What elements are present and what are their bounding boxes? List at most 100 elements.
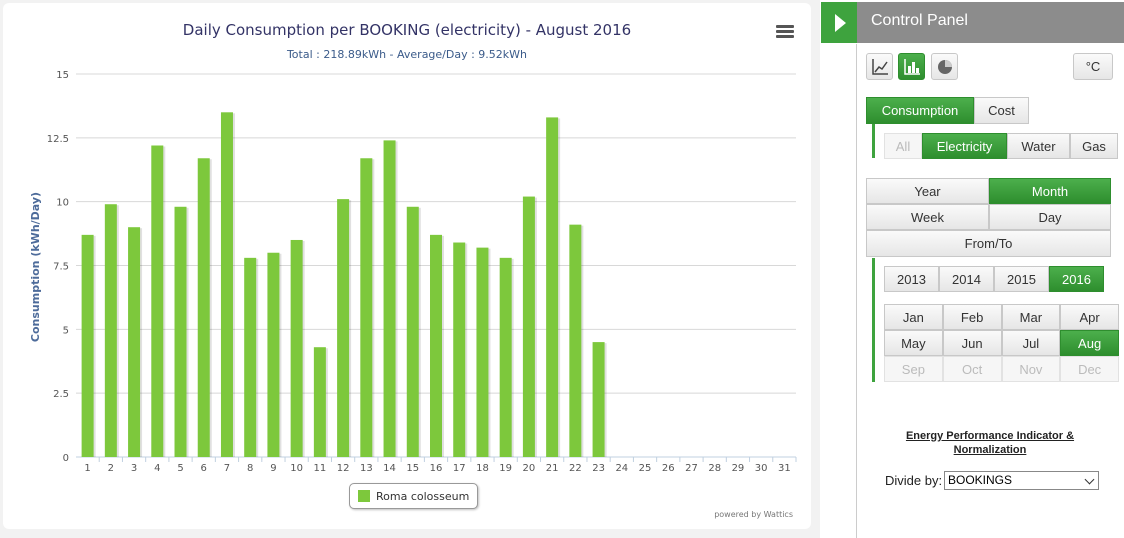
indent-line bbox=[872, 124, 875, 158]
tab-cost[interactable]: Cost bbox=[974, 97, 1029, 124]
x-tick-label: 1 bbox=[84, 463, 90, 474]
x-tick-label: 30 bbox=[755, 463, 768, 474]
period-week[interactable]: Week bbox=[866, 204, 989, 230]
x-tick-label: 24 bbox=[615, 463, 628, 474]
x-tick-label: 20 bbox=[523, 463, 536, 474]
tab-all: All bbox=[884, 133, 922, 159]
x-tick-label: 27 bbox=[685, 463, 698, 474]
bar bbox=[453, 242, 466, 457]
tab-gas[interactable]: Gas bbox=[1070, 133, 1118, 159]
y-tick-label: 5 bbox=[63, 325, 69, 336]
month-apr[interactable]: Apr bbox=[1060, 304, 1119, 330]
temperature-unit-button[interactable]: °C bbox=[1073, 53, 1113, 80]
year-2014[interactable]: 2014 bbox=[939, 266, 994, 292]
period-year[interactable]: Year bbox=[866, 178, 989, 204]
credit-text: powered by Wattics bbox=[714, 510, 793, 519]
y-axis-label: Consumption (kWh/Day) bbox=[29, 192, 42, 342]
chart-subtitle: Total : 218.89kWh - Average/Day : 9.52kW… bbox=[286, 48, 527, 61]
play-arrow-icon bbox=[835, 13, 846, 32]
bar bbox=[104, 204, 117, 457]
bar bbox=[267, 252, 280, 457]
bar bbox=[244, 257, 257, 457]
divide-by-value: BOOKINGS bbox=[948, 473, 1013, 487]
period-from-to[interactable]: From/To bbox=[866, 230, 1111, 257]
bar bbox=[128, 227, 141, 457]
x-tick-label: 21 bbox=[546, 463, 559, 474]
x-tick-label: 23 bbox=[592, 463, 605, 474]
bar bbox=[81, 234, 94, 457]
x-tick-label: 19 bbox=[499, 463, 512, 474]
x-tick-label: 13 bbox=[360, 463, 373, 474]
x-tick-label: 14 bbox=[383, 463, 396, 474]
y-tick-label: 10 bbox=[56, 198, 69, 209]
bar bbox=[430, 234, 442, 457]
bar-chart-button[interactable] bbox=[898, 53, 925, 80]
divide-by-select[interactable]: BOOKINGS bbox=[944, 471, 1099, 490]
y-tick-label: 0 bbox=[63, 453, 69, 464]
x-tick-label: 7 bbox=[224, 463, 230, 474]
year-2015[interactable]: 2015 bbox=[994, 266, 1049, 292]
x-tick-label: 26 bbox=[662, 463, 675, 474]
bar bbox=[592, 342, 605, 457]
period-month[interactable]: Month bbox=[989, 178, 1111, 204]
x-tick-label: 2 bbox=[108, 463, 114, 474]
chart-menu-icon[interactable] bbox=[776, 25, 794, 41]
x-tick-label: 12 bbox=[337, 463, 350, 474]
month-nov: Nov bbox=[1001, 356, 1061, 382]
legend-item[interactable]: Roma colosseum bbox=[349, 483, 479, 509]
tab-consumption[interactable]: Consumption bbox=[866, 97, 974, 124]
x-tick-label: 10 bbox=[290, 463, 303, 474]
panel-toggle-button[interactable] bbox=[821, 2, 857, 43]
legend-swatch bbox=[358, 490, 370, 502]
x-tick-label: 28 bbox=[708, 463, 721, 474]
month-mar[interactable]: Mar bbox=[1001, 304, 1061, 330]
bar bbox=[406, 206, 419, 457]
x-tick-label: 25 bbox=[639, 463, 652, 474]
bar-chart-icon bbox=[903, 58, 920, 75]
bar bbox=[499, 257, 512, 457]
x-tick-label: 29 bbox=[732, 463, 745, 474]
x-tick-label: 15 bbox=[406, 463, 419, 474]
month-oct: Oct bbox=[942, 356, 1002, 382]
legend-label: Roma colosseum bbox=[376, 489, 470, 503]
month-aug[interactable]: Aug bbox=[1060, 330, 1119, 356]
year-2013[interactable]: 2013 bbox=[884, 266, 939, 292]
year-2016[interactable]: 2016 bbox=[1049, 266, 1104, 292]
divide-by-label: Divide by: bbox=[885, 473, 943, 488]
y-tick-label: 12.5 bbox=[47, 134, 69, 145]
y-tick-label: 2.5 bbox=[53, 389, 69, 400]
tab-electricity[interactable]: Electricity bbox=[922, 133, 1007, 159]
x-tick-label: 16 bbox=[430, 463, 443, 474]
chevron-down-icon bbox=[1084, 474, 1095, 485]
tab-water[interactable]: Water bbox=[1007, 133, 1070, 159]
bar bbox=[476, 247, 489, 457]
panel-divider bbox=[856, 44, 857, 538]
epi-title[interactable]: Energy Performance Indicator & Normaliza… bbox=[905, 430, 1075, 456]
month-may[interactable]: May bbox=[884, 330, 943, 356]
bar bbox=[569, 224, 582, 457]
line-chart-icon bbox=[871, 58, 888, 75]
month-sep: Sep bbox=[884, 356, 943, 382]
bar bbox=[337, 199, 350, 457]
x-tick-label: 31 bbox=[778, 463, 791, 474]
month-feb[interactable]: Feb bbox=[942, 304, 1002, 330]
bar bbox=[197, 158, 210, 457]
bar bbox=[174, 206, 187, 457]
period-day[interactable]: Day bbox=[989, 204, 1111, 230]
x-tick-label: 4 bbox=[154, 463, 160, 474]
indent-line bbox=[872, 258, 875, 382]
pie-chart-button[interactable] bbox=[931, 53, 958, 80]
x-tick-label: 5 bbox=[177, 463, 183, 474]
chart-svg: Daily Consumption per BOOKING (electrici… bbox=[29, 21, 797, 474]
month-jan[interactable]: Jan bbox=[884, 304, 943, 330]
month-jul[interactable]: Jul bbox=[1001, 330, 1061, 356]
bar bbox=[290, 239, 303, 457]
bar bbox=[313, 347, 326, 457]
y-tick-label: 15 bbox=[56, 70, 69, 81]
x-tick-label: 6 bbox=[201, 463, 207, 474]
month-jun[interactable]: Jun bbox=[942, 330, 1002, 356]
line-chart-button[interactable] bbox=[866, 53, 893, 80]
x-tick-label: 9 bbox=[270, 463, 276, 474]
pie-chart-icon bbox=[937, 59, 952, 74]
panel-title: Control Panel bbox=[857, 2, 1124, 43]
